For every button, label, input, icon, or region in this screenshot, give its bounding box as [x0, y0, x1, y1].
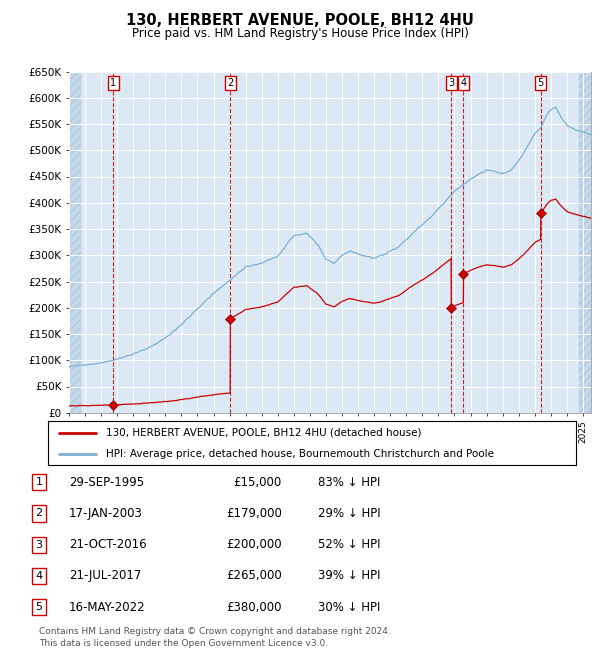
Text: 39% ↓ HPI: 39% ↓ HPI	[318, 569, 380, 582]
Text: 30% ↓ HPI: 30% ↓ HPI	[318, 601, 380, 614]
Text: £265,000: £265,000	[226, 569, 282, 582]
Text: 21-OCT-2016: 21-OCT-2016	[69, 538, 146, 551]
Text: £380,000: £380,000	[227, 601, 282, 614]
Text: £179,000: £179,000	[226, 507, 282, 520]
Text: £200,000: £200,000	[226, 538, 282, 551]
Text: 1: 1	[110, 78, 116, 88]
Text: This data is licensed under the Open Government Licence v3.0.: This data is licensed under the Open Gov…	[39, 639, 328, 648]
Text: 4: 4	[35, 571, 43, 581]
Text: Contains HM Land Registry data © Crown copyright and database right 2024.: Contains HM Land Registry data © Crown c…	[39, 627, 391, 636]
Text: 5: 5	[35, 602, 43, 612]
Text: 2: 2	[35, 508, 43, 519]
Text: 5: 5	[538, 78, 544, 88]
Text: 21-JUL-2017: 21-JUL-2017	[69, 569, 142, 582]
Text: 1: 1	[35, 477, 43, 488]
Text: 130, HERBERT AVENUE, POOLE, BH12 4HU (detached house): 130, HERBERT AVENUE, POOLE, BH12 4HU (de…	[106, 428, 422, 438]
Text: 3: 3	[35, 540, 43, 550]
Text: 2: 2	[227, 78, 233, 88]
Text: 130, HERBERT AVENUE, POOLE, BH12 4HU: 130, HERBERT AVENUE, POOLE, BH12 4HU	[126, 13, 474, 28]
Text: 83% ↓ HPI: 83% ↓ HPI	[318, 476, 380, 489]
Text: 52% ↓ HPI: 52% ↓ HPI	[318, 538, 380, 551]
Text: HPI: Average price, detached house, Bournemouth Christchurch and Poole: HPI: Average price, detached house, Bour…	[106, 448, 494, 459]
Text: 17-JAN-2003: 17-JAN-2003	[69, 507, 143, 520]
Text: 29% ↓ HPI: 29% ↓ HPI	[318, 507, 380, 520]
Text: £15,000: £15,000	[234, 476, 282, 489]
Text: Price paid vs. HM Land Registry's House Price Index (HPI): Price paid vs. HM Land Registry's House …	[131, 27, 469, 40]
Text: 16-MAY-2022: 16-MAY-2022	[69, 601, 146, 614]
Text: 29-SEP-1995: 29-SEP-1995	[69, 476, 144, 489]
Text: 4: 4	[460, 78, 466, 88]
Text: 3: 3	[448, 78, 454, 88]
